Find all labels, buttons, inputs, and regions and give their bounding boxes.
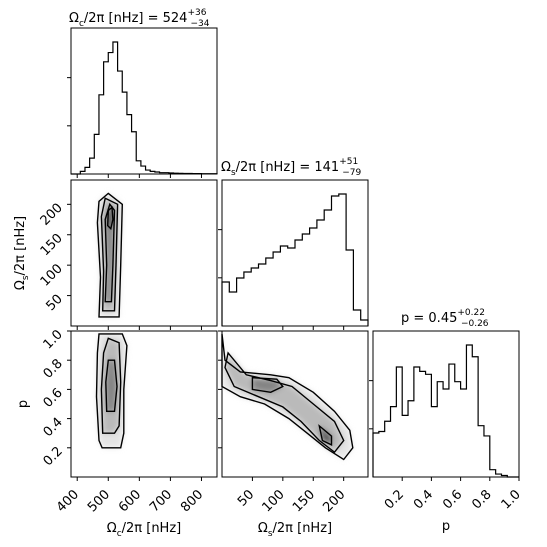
contours-omega-s-vs-p [221,333,354,461]
panel-omega-c-vs-omega-s [70,179,218,327]
density-omega-c-vs-omega-s [97,193,123,317]
histogram-p [372,344,519,478]
x-omega-s-tick-label: 100 [259,487,287,515]
y-omega-s-tick-label: 200 [38,201,66,229]
xlabel-p: p [442,519,450,534]
contour-omega-s-vs-p-3 [251,376,284,394]
histogram-omega-s [221,193,369,326]
x-p-tick-label: 0.2 [382,487,407,512]
ylabel-omega-s: Ωs/2π [nHz] [13,216,31,290]
title-omega-s: Ωs/2π [nHz] = 141+51 −79 [221,157,361,178]
contour-omega-c-vs-p-3 [105,359,118,412]
contour-omega-c-vs-p-2 [100,337,122,434]
x-p-tick-label: 1.0 [499,487,524,512]
title-omega-c: Ωc/2π [nHz] = 524+36 −34 [69,8,210,29]
x-omega-s-tick-label: 200 [320,487,348,515]
density-level-omega-c-vs-p-3 [105,360,117,412]
x-omega-c-tick-label: 400 [54,487,82,515]
panel-omega-s-hist [221,179,369,327]
x-omega-s-tick-label: 50 [235,487,257,509]
x-omega-c-tick-label: 600 [116,487,144,515]
contour-omega-c-vs-p-1 [95,333,128,449]
xlabel-omega-c: Ωc/2π [nHz] [107,521,181,539]
panel-omega-c-hist [70,27,218,175]
x-omega-c-tick-label: 500 [85,487,113,515]
y-p-tick-label: 0.4 [41,415,66,440]
y-p-tick-label: 1.0 [41,327,66,352]
y-p-tick-label: 0.8 [41,356,66,381]
contour-omega-s-vs-p-2 [224,351,345,454]
panel-omega-c-vs-p [70,330,218,478]
x-p-tick-label: 0.8 [469,487,494,512]
contour-omega-s-vs-p-4 [318,424,333,447]
x-p-tick-label: 0.4 [411,487,436,512]
ylabel-p: p [16,400,31,408]
title-p: p = 0.45+0.22 −0.26 [401,308,489,329]
y-p-tick-label: 0.6 [41,386,66,411]
y-omega-s-tick-label: 150 [38,231,66,259]
contours-omega-c-vs-p [95,333,128,449]
panel-p-hist [372,330,520,478]
x-omega-c-tick-label: 800 [178,487,206,515]
histogram-omega-c [71,41,218,175]
contour-omega-c-vs-omega-s-2 [100,197,119,312]
y-omega-s-tick-label: 50 [44,292,66,314]
contour-omega-s-vs-p-1 [221,333,354,461]
contours-omega-c-vs-omega-s [96,192,124,318]
contour-omega-c-vs-omega-s-4 [106,206,114,231]
x-p-tick-label: 0.6 [440,487,465,512]
panel-omega-s-vs-p [221,330,369,478]
x-omega-s-tick-label: 150 [290,487,318,515]
x-omega-c-tick-label: 700 [147,487,175,515]
y-p-tick-label: 0.2 [41,444,66,469]
xlabel-omega-s: Ωs/2π [nHz] [258,521,332,539]
y-omega-s-tick-label: 100 [38,261,66,289]
contour-omega-c-vs-omega-s-1 [96,192,124,318]
